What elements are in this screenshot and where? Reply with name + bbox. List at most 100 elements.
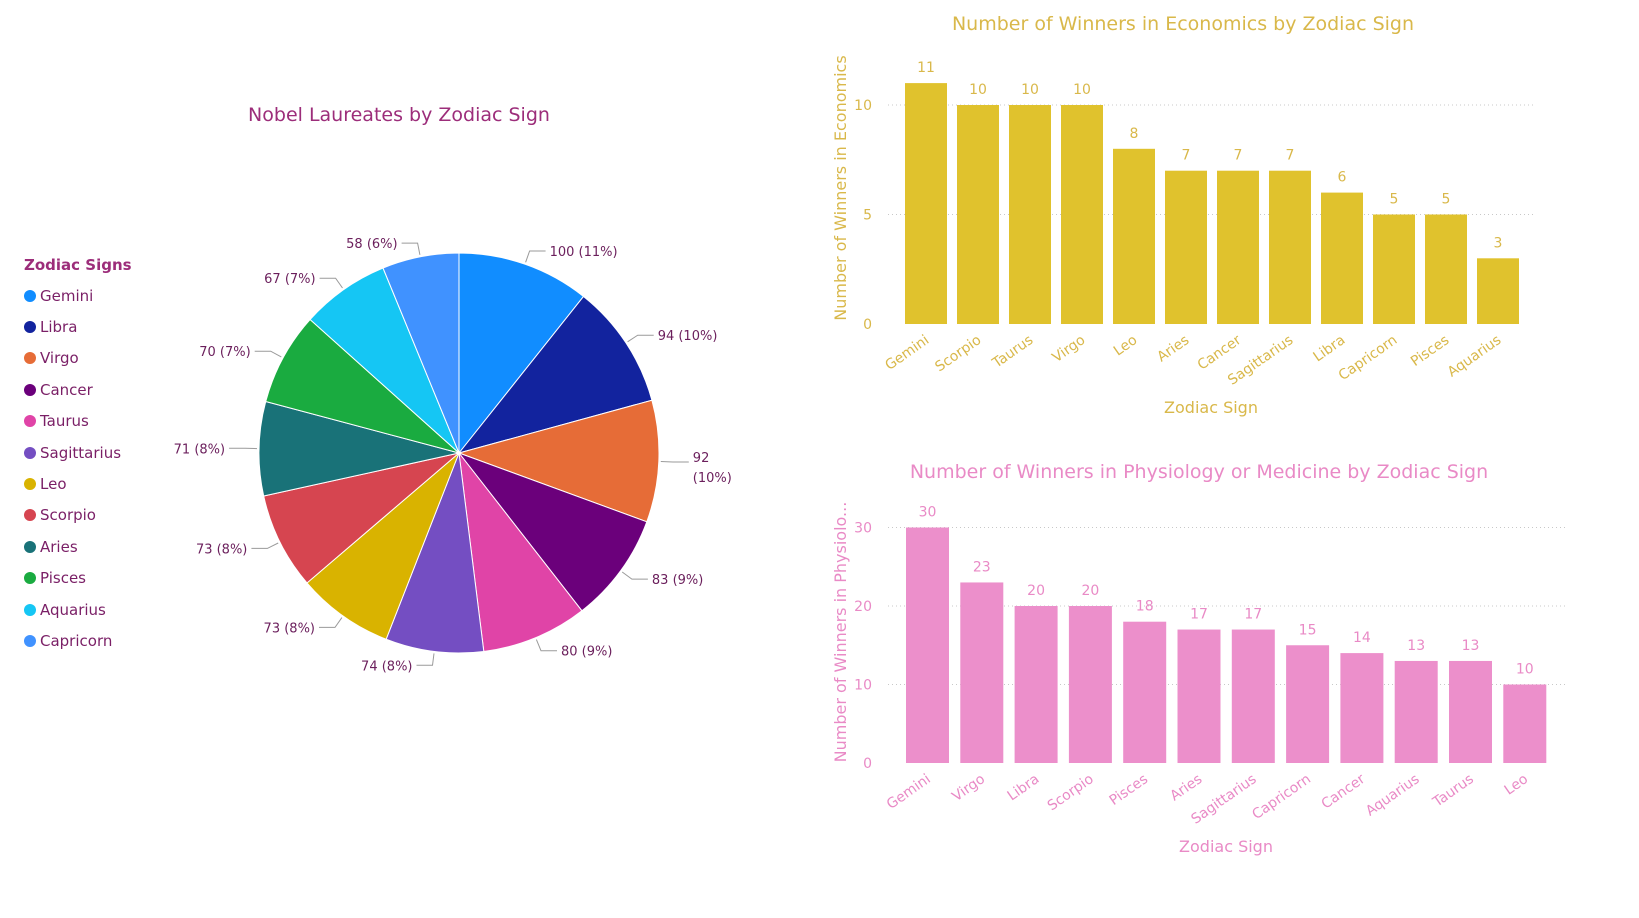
pie-legend: Zodiac Signs Gemini Libra Virgo Cancer Tauru… (24, 256, 132, 657)
economics-bar-virgo[interactable] (1061, 105, 1103, 324)
pie-data-label: 73 (8%) (264, 621, 315, 636)
pie-slice-libra[interactable] (457, 295, 653, 454)
pie-leader-line (621, 571, 648, 580)
legend-label: Pisces (40, 569, 86, 588)
economics-x-tick-label: Leo (1111, 332, 1140, 359)
legend-item-aries[interactable]: Aries (24, 531, 132, 562)
legend-item-libra[interactable]: Libra (24, 311, 132, 342)
economics-data-label: 3 (1494, 235, 1503, 251)
economics-data-label: 6 (1338, 170, 1347, 186)
legend-label: Aquarius (40, 600, 106, 619)
legend-item-leo[interactable]: Leo (24, 468, 132, 499)
pie-leader-line (319, 617, 343, 628)
economics-bar-capricorn[interactable] (1373, 214, 1415, 325)
pie-slice-aries[interactable] (258, 400, 460, 497)
economics-bar-sagittarius[interactable] (1269, 170, 1311, 324)
pie-slice-cancer[interactable] (457, 451, 648, 612)
legend-label: Leo (40, 475, 67, 494)
pie-data-label: 70 (7%) (199, 345, 250, 360)
pie-data-label: 58 (6%) (346, 237, 397, 252)
legend-label: Taurus (40, 412, 89, 431)
pie-chart: Nobel Laureates by Zodiac Sign 100 (11%)… (174, 104, 732, 674)
economics-data-label: 7 (1182, 148, 1191, 164)
economics-x-tick-label: Scorpio (932, 332, 984, 375)
legend-title: Zodiac Signs (24, 256, 132, 274)
economics-data-label: 7 (1286, 148, 1295, 164)
pie-data-label: 83 (9%) (652, 573, 703, 588)
legend-color-swatch (24, 383, 36, 396)
economics-data-label: 7 (1234, 148, 1243, 164)
legend-label: Capricorn (40, 631, 113, 650)
economics-x-axis-title: Zodiac Sign (1164, 398, 1258, 417)
economics-bar-taurus[interactable] (1009, 105, 1051, 324)
pie-slice-gemini[interactable] (458, 252, 585, 455)
pie-leader-line (416, 653, 435, 666)
pie-leader-line (535, 639, 557, 652)
pie-slice-sagittarius[interactable] (385, 452, 485, 654)
pie-data-label: 80 (9%) (561, 645, 612, 660)
legend-color-swatch (24, 603, 36, 616)
pie-data-label: 67 (7%) (264, 272, 315, 287)
legend-label: Scorpio (40, 506, 96, 525)
legend-item-sagittarius[interactable]: Sagittarius (24, 437, 132, 468)
legend-label: Libra (40, 318, 78, 337)
legend-item-scorpio[interactable]: Scorpio (24, 500, 132, 531)
economics-data-label: 8 (1130, 126, 1139, 142)
legend-color-swatch (24, 352, 36, 365)
legend-label: Sagittarius (40, 443, 122, 462)
economics-x-tick-label: Aries (1154, 332, 1192, 365)
economics-bar-gemini[interactable] (905, 83, 947, 324)
economics-y-tick-label: 5 (863, 208, 872, 224)
legend-item-taurus[interactable]: Taurus (24, 406, 132, 437)
pie-data-label: 92 (10%) (693, 451, 732, 486)
pie-slice-capricorn[interactable] (382, 252, 460, 454)
legend-item-cancer[interactable]: Cancer (24, 374, 132, 405)
economics-bar-leo[interactable] (1113, 148, 1155, 324)
legend-color-swatch (24, 289, 36, 302)
pie-leader-line (401, 242, 421, 255)
economics-bar-pisces[interactable] (1425, 214, 1467, 325)
legend-item-pisces[interactable]: Pisces (24, 563, 132, 594)
legend-color-swatch (24, 321, 36, 334)
pie-leader-line (660, 461, 689, 463)
pie-leader-line (254, 350, 282, 358)
economics-bar-libra[interactable] (1321, 192, 1363, 324)
economics-x-tick-label: Aquarius (1445, 332, 1505, 380)
pie-leader-line (319, 277, 343, 289)
pie-slice-virgo[interactable] (457, 399, 660, 523)
legend-item-virgo[interactable]: Virgo (24, 343, 132, 374)
legend-color-swatch (24, 634, 36, 647)
economics-x-tick-label: Libra (1311, 332, 1349, 365)
economics-bar-aries[interactable] (1165, 170, 1207, 324)
economics-bar-cancer[interactable] (1217, 170, 1259, 324)
economics-data-label: 10 (1073, 82, 1091, 98)
pie-slice-leo[interactable] (306, 452, 460, 640)
legend-item-gemini[interactable]: Gemini (24, 280, 132, 311)
pie-slice-taurus[interactable] (458, 451, 583, 653)
legend-label: Virgo (40, 349, 79, 368)
legend-color-swatch (24, 509, 36, 522)
economics-data-label: 11 (917, 60, 935, 76)
pie-data-label: 73 (8%) (196, 542, 247, 557)
economics-y-axis-title: Number of Winners in Economics (831, 55, 850, 320)
legend-color-swatch (24, 415, 36, 428)
pie-data-label: 100 (11%) (550, 245, 618, 260)
economics-x-tick-label: Pisces (1408, 332, 1452, 370)
economics-bar-scorpio[interactable] (957, 105, 999, 324)
legend-color-swatch (24, 446, 36, 459)
pie-leader-line (627, 334, 654, 343)
legend-item-aquarius[interactable]: Aquarius (24, 594, 132, 625)
economics-x-tick-label: Virgo (1050, 332, 1089, 366)
pie-chart-title: Nobel Laureates by Zodiac Sign (248, 104, 550, 126)
legend-label: Cancer (40, 380, 93, 399)
economics-bar-aquarius[interactable] (1477, 258, 1519, 324)
economics-data-label: 10 (1021, 82, 1039, 98)
legend-item-capricorn[interactable]: Capricorn (24, 625, 132, 656)
economics-data-label: 5 (1390, 192, 1399, 208)
economics-chart-title: Number of Winners in Economics by Zodiac… (952, 13, 1414, 35)
legend-color-swatch (24, 478, 36, 491)
economics-y-tick-label: 10 (854, 98, 872, 114)
pie-data-label: 94 (10%) (658, 329, 718, 344)
legend-label: Gemini (40, 286, 94, 305)
